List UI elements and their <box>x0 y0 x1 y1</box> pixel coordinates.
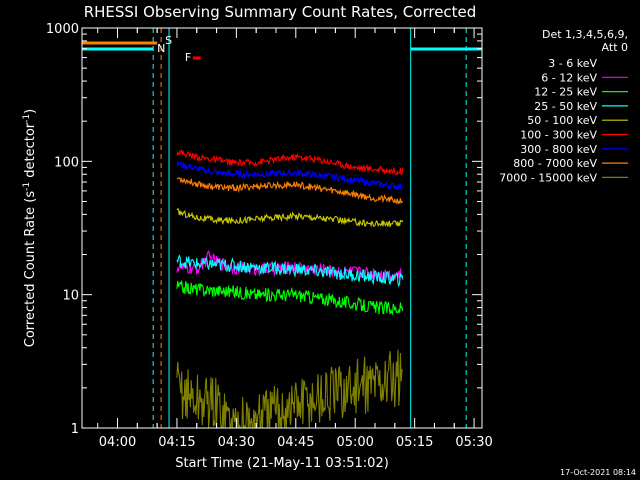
legend-label-4: 50 - 100 keV <box>527 114 597 127</box>
x-axis-label: Start Time (21-May-11 03:51:02) <box>175 456 389 471</box>
series-line-5 <box>176 148 404 176</box>
series-line-8 <box>176 349 403 429</box>
y-tick-label-2: 100 <box>54 155 79 170</box>
x-tick-label-6: 05:30 <box>455 435 492 450</box>
legend-label-0: 3 - 6 keV <box>548 57 597 70</box>
series-line-2 <box>176 280 404 316</box>
y-tick-label-3: 1000 <box>46 22 79 37</box>
y-tick-label-0: 1 <box>71 422 79 437</box>
legend-header-line-2: Att 0 <box>602 41 628 54</box>
x-tick-label-1: 04:15 <box>158 435 195 450</box>
y-axis-label-part-2: detector <box>23 122 38 182</box>
y-axis-label-exponent-1: -1 <box>22 182 32 191</box>
x-tick-label-3: 04:45 <box>277 435 314 450</box>
series-line-7 <box>176 177 404 205</box>
plot-frame <box>81 27 483 429</box>
series-layer <box>176 148 404 429</box>
legend-label-1: 6 - 12 keV <box>541 71 597 84</box>
series-line-1 <box>176 250 404 281</box>
x-axis: 04:00 04:15 04:30 04:45 05:00 05:15 05:30 <box>97 28 493 450</box>
night-flag-label: N <box>157 42 165 55</box>
y-axis-label: Corrected Count Rate (s-1 detector-1) <box>22 109 38 347</box>
series-line-4 <box>176 208 404 228</box>
y-axis: 1 10 100 1000 <box>46 22 482 437</box>
flag-markers: SN F <box>82 28 482 428</box>
legend-label-2: 12 - 25 keV <box>534 86 597 99</box>
y-axis-label-part-1: Corrected Count Rate (s <box>23 191 38 348</box>
x-tick-label-0: 04:00 <box>99 435 136 450</box>
legend-label-6: 300 - 800 keV <box>520 143 597 156</box>
y-tick-label-1: 10 <box>62 289 79 304</box>
flare-flag-label: F <box>185 51 191 64</box>
saa-flag-label: S <box>165 34 172 47</box>
legend-label-5: 100 - 300 keV <box>520 129 597 142</box>
x-tick-label-2: 04:30 <box>218 435 255 450</box>
legend-label-3: 25 - 50 keV <box>534 100 597 113</box>
legend-label-8: 7000 - 15000 keV <box>499 171 597 184</box>
legend-label-7: 800 - 7000 keV <box>513 157 597 170</box>
x-tick-label-4: 05:00 <box>336 435 373 450</box>
y-axis-label-exponent-2: -1 <box>22 114 32 123</box>
x-tick-label-5: 05:15 <box>396 435 433 450</box>
y-axis-label-part-3: ) <box>23 109 38 114</box>
footer-timestamp: 17-Oct-2021 08:14 <box>560 468 636 477</box>
series-line-3 <box>176 254 404 288</box>
chart-title: RHESSI Observing Summary Count Rates, Co… <box>84 3 477 21</box>
series-line-6 <box>176 160 404 191</box>
legend-header-line-1: Det 1,3,4,5,6,9, <box>542 28 628 41</box>
